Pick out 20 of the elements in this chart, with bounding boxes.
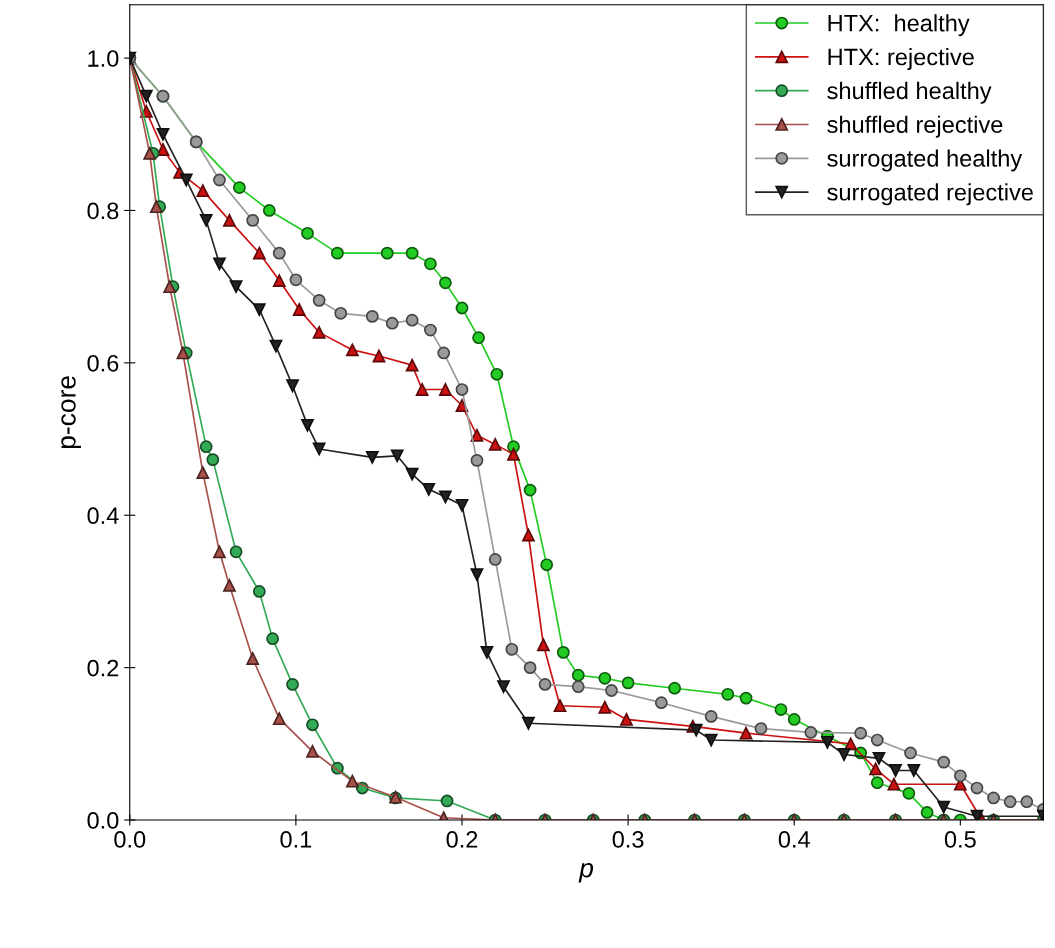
x-tick-label: 0.4 — [778, 831, 810, 848]
legend-label: surrogated healthy — [827, 149, 1023, 172]
legend-label: HTX: rejective — [828, 48, 974, 71]
x-tick-label: 0.2 — [446, 831, 478, 848]
y-tick-label: 0.8 — [87, 202, 119, 220]
x-tick-label: 0.0 — [114, 831, 146, 848]
y-tick-label: 0.0 — [87, 812, 119, 829]
x-tick-label: 0.1 — [280, 831, 312, 848]
x-tick-label: 0.5 — [944, 831, 976, 848]
y-tick-label: 0.6 — [87, 354, 119, 372]
y-tick-label: 1.0 — [88, 50, 119, 67]
y-tick-label: 0.4 — [87, 507, 119, 525]
y-axis-title: p-core — [61, 376, 81, 449]
legend-label: surrogated rejective — [827, 183, 1033, 206]
legend-label: HTX: healthy — [828, 14, 970, 37]
y-tick-label: 0.2 — [87, 659, 119, 677]
x-tick-label: 0.3 — [612, 831, 644, 848]
legend-label: shuffled healthy — [827, 81, 992, 104]
x-axis-title: p — [578, 862, 594, 883]
legend-label: shuffled rejective — [827, 115, 1003, 138]
